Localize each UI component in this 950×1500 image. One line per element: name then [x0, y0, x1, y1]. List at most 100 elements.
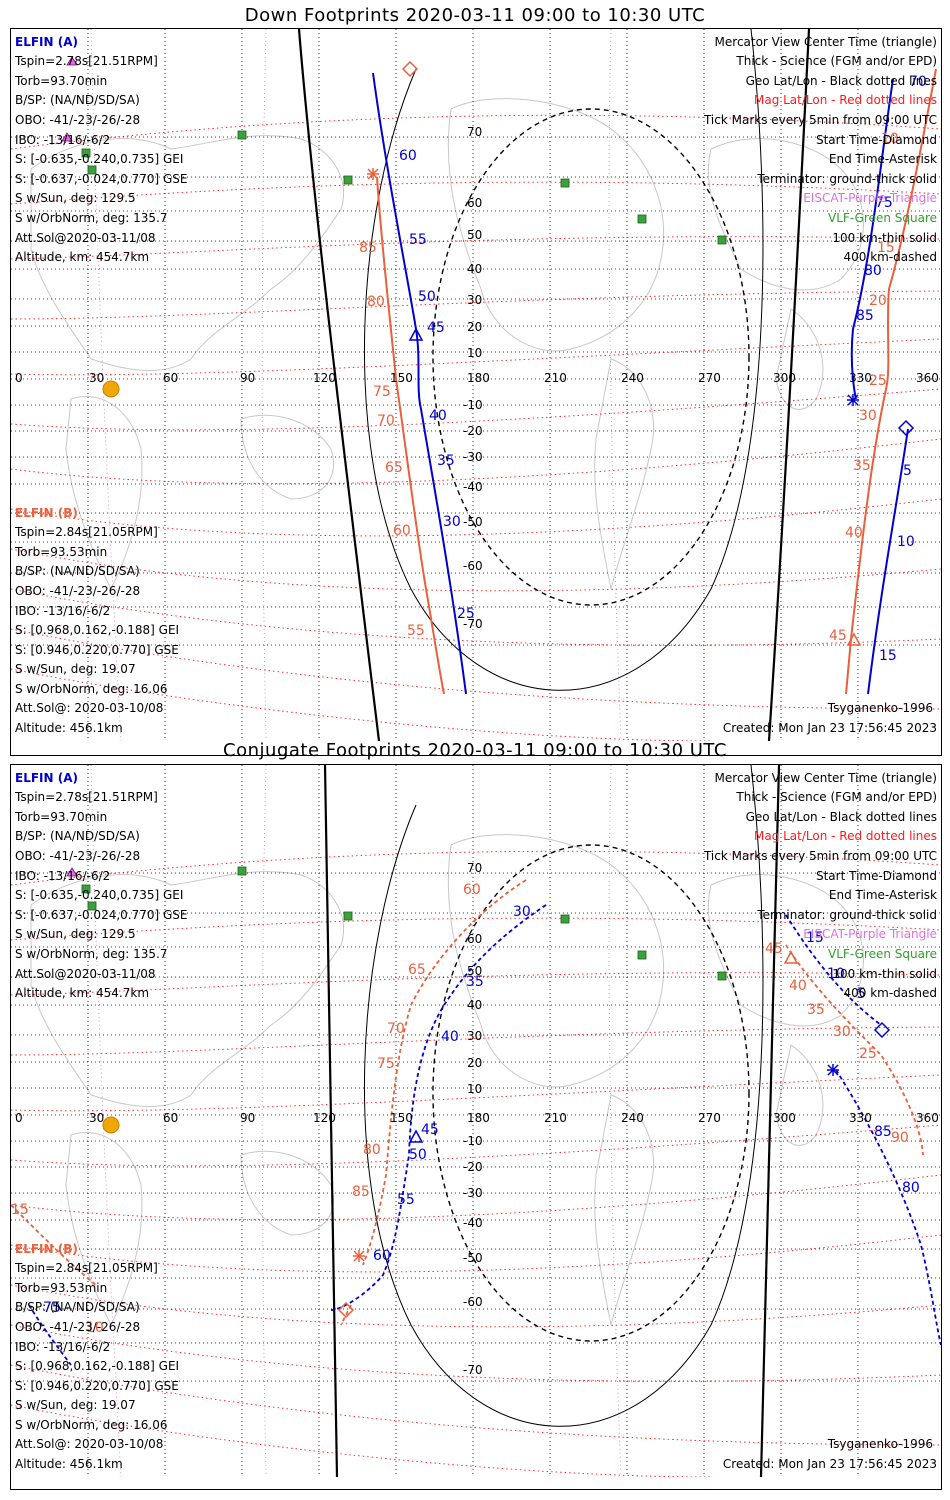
track-b-label: 60	[393, 523, 411, 539]
track-b-label: 30	[833, 1024, 851, 1040]
track-a-label: 60	[399, 148, 417, 164]
elfin-b-name: ELFIN (B)	[15, 506, 78, 520]
track-b-label: 80	[363, 1142, 381, 1158]
lat-tick: -50	[463, 1251, 483, 1265]
elfin-b-info: S: [0.946,0.220,0.770] GSE	[15, 1379, 179, 1393]
lat-tick: -20	[463, 1160, 483, 1174]
elfin-100km-ring	[363, 765, 764, 1427]
elfin-b-info: Tspin=2.84s[21.05RPM]	[15, 525, 158, 539]
lat-tick: -40	[463, 1216, 483, 1230]
elfin-a-info: Torb=93.70min	[15, 74, 108, 88]
lon-tick: 60	[163, 1111, 179, 1125]
lat-tick: 60	[467, 196, 483, 210]
legend-item: Mercator View Center Time (triangle)	[714, 771, 937, 785]
track-a-label: 30	[443, 514, 461, 530]
track-b-label: 40	[789, 978, 807, 994]
elfin-b-info: B/SP: (NA/ND/SD/SA)	[15, 1300, 140, 1314]
lon-tick: 0	[15, 1111, 23, 1125]
track-b-label: 45	[765, 941, 783, 957]
lon-tick: 90	[240, 1111, 256, 1125]
track-a-label: 55	[409, 232, 427, 248]
legend-item: Terminator: ground-thick solid	[757, 908, 937, 922]
elfin-b-info: OBO: -41/-23/-26/-28	[15, 584, 141, 598]
elfin-b-info: Torb=93.53min	[15, 1281, 108, 1295]
track-b-label: 80	[367, 294, 385, 310]
lon-tick: 240	[621, 1111, 644, 1125]
elfin-b-info: S: [0.968,0.162,-0.188] GEI	[15, 623, 180, 637]
elfin-a-info: S w/OrbNorm, deg: 135.7	[15, 947, 168, 961]
track-a-label: 40	[441, 1029, 459, 1045]
terminator-west	[323, 765, 339, 1477]
track-a-label: 5	[903, 463, 912, 479]
track-b-label: 15	[11, 1202, 29, 1218]
track-a-label: 45	[427, 320, 445, 336]
elfin-a-info: S: [-0.635,-0.240,0.735] GEI	[15, 888, 184, 902]
vlf-stations	[81, 130, 727, 245]
lat-tick: 20	[467, 1056, 483, 1070]
lat-tick: 40	[467, 998, 483, 1012]
track-a-label: 50	[409, 1147, 427, 1163]
elfin-a-name: ELFIN (A)	[15, 35, 78, 49]
lon-tick: 60	[163, 371, 179, 385]
lat-tick: -60	[463, 1295, 483, 1309]
track-b-label: 65	[385, 460, 403, 476]
lat-tick: 70	[467, 125, 483, 139]
lon-tick: 240	[621, 371, 644, 385]
elfin-a-info: Torb=93.70min	[15, 810, 108, 824]
track-b-label: 65	[408, 962, 426, 978]
lon-tick: 210	[544, 1111, 567, 1125]
lat-tick: 50	[467, 228, 483, 242]
terminator-west	[297, 29, 381, 741]
eiscat-stations	[66, 867, 78, 877]
lon-tick: 180	[467, 371, 490, 385]
track-b-label: 35	[853, 458, 871, 474]
legend-item: Thick - Science (FGM and/or EPD)	[736, 790, 937, 804]
track-b-label: 15	[877, 240, 895, 256]
track-a-label: 80	[902, 1180, 920, 1196]
track-a-label: 70	[909, 74, 927, 90]
geo-grid-lines	[11, 29, 941, 741]
map-panel-down: 0 30 60 90 120 150 180 210 240 270 300 3…	[10, 28, 942, 756]
lon-tick: 270	[698, 371, 721, 385]
track-b-label: 85	[352, 1184, 370, 1200]
lat-tick: -50	[463, 515, 483, 529]
elfin-b-info: S w/Sun, deg: 19.07	[15, 1398, 136, 1412]
lon-tick: 0	[15, 371, 23, 385]
legend-item: EISCAT-Purple Triangle	[803, 191, 937, 205]
elfin-b-info: B/SP: (NA/ND/SD/SA)	[15, 564, 140, 578]
map-panel-conjugate: 0 30 60 90 120 150 180 210 240 270 300 3…	[10, 764, 942, 1490]
legend-item: Mag Lat/Lon - Red dotted lines	[753, 93, 937, 107]
track-markers	[367, 60, 915, 646]
elfin-a-info: B/SP: (NA/ND/SD/SA)	[15, 829, 140, 843]
lat-tick: -70	[463, 617, 483, 631]
elfin-b-name: ELFIN (B)	[15, 1242, 78, 1256]
map-canvas-conjugate[interactable]	[11, 765, 941, 1477]
legend-item: VLF-Green Square	[828, 947, 937, 961]
terminator-east	[759, 765, 781, 1477]
elfin-400km-ring	[432, 844, 750, 1342]
track-a-label: 5	[857, 986, 866, 1002]
track-b-label: 75	[377, 1056, 395, 1072]
elfin-400km-ring	[432, 108, 750, 606]
track-a-label: 40	[429, 408, 447, 424]
lon-tick: 360	[916, 1111, 939, 1125]
elfin-a-info: Altitude, km: 454.7km	[15, 250, 150, 264]
mag-meridians	[90, 29, 622, 741]
legend-item: Geo Lat/Lon - Black dotted lines	[745, 74, 937, 88]
panel-title-down: Down Footprints 2020-03-11 09:00 to 10:3…	[244, 5, 706, 26]
legend-item: Start Time-Diamond	[815, 133, 937, 147]
elfin-a-track	[372, 72, 909, 695]
track-b-label: 35	[807, 1002, 825, 1018]
lon-tick: 300	[773, 371, 796, 385]
track-b-label: 25	[869, 373, 887, 389]
legend-item: 400 km-dashed	[843, 250, 937, 264]
map-canvas-down[interactable]	[11, 29, 941, 741]
elfin-b-info: OBO: -41/-23/-26/-28	[15, 1320, 141, 1334]
lat-tick: -10	[463, 398, 483, 412]
track-a-label: 15	[806, 930, 824, 946]
created-timestamp: Created: Mon Jan 23 17:56:45 2023	[722, 1457, 937, 1471]
legend-item: 100 km-thin solid	[832, 967, 937, 981]
track-b-label: 75	[373, 384, 391, 400]
elfin-a-info: S w/OrbNorm, deg: 135.7	[15, 211, 168, 225]
track-b-label: 40	[845, 525, 863, 541]
